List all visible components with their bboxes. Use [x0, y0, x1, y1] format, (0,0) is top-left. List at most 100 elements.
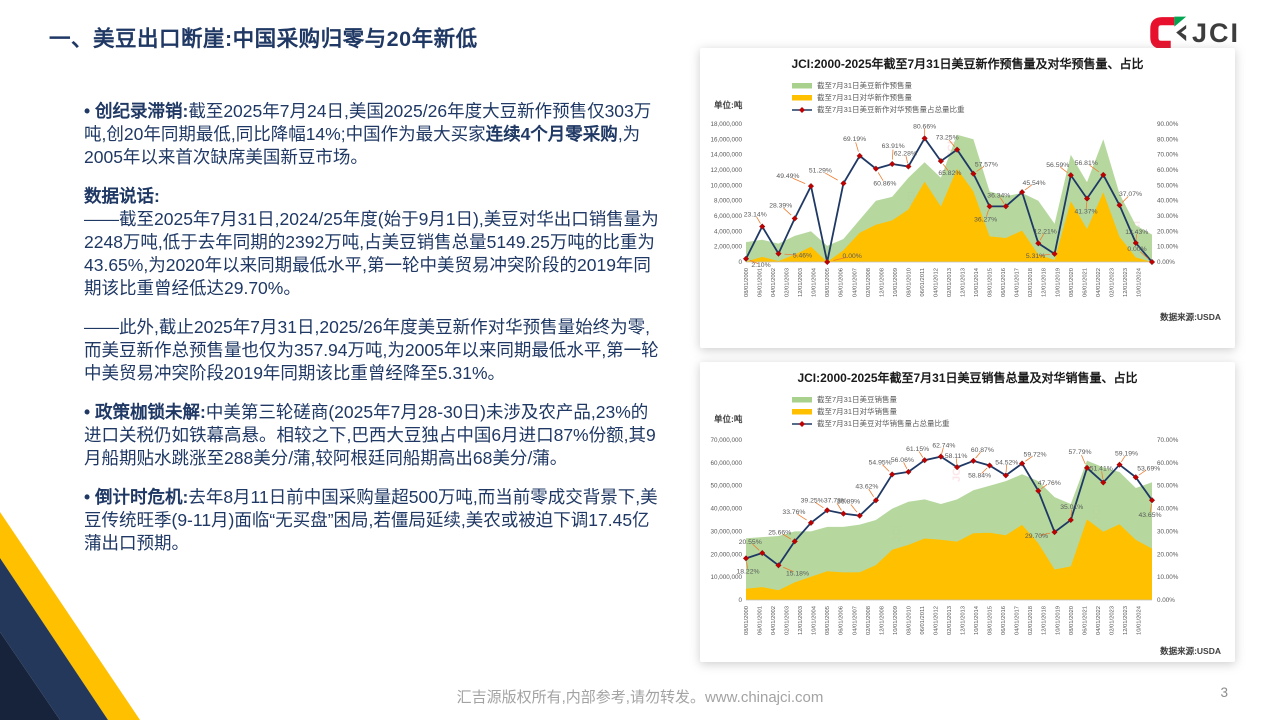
svg-text:58.84%: 58.84% — [968, 473, 991, 480]
svg-text:10/01/2019: 10/01/2019 — [1055, 268, 1061, 297]
svg-text:28.39%: 28.39% — [769, 202, 792, 209]
svg-text:10/01/2014: 10/01/2014 — [974, 267, 980, 297]
svg-text:06/01/2011: 06/01/2011 — [920, 268, 926, 297]
svg-text:90.00%: 90.00% — [1157, 121, 1179, 128]
para-additional: ——此外,截止2025年7月31日,2025/26年度美豆新作对华预售量始终为零… — [84, 317, 659, 383]
svg-text:12/01/2018: 12/01/2018 — [1042, 606, 1048, 635]
svg-text:70,000,000: 70,000,000 — [710, 437, 742, 444]
svg-text:02/01/2013: 02/01/2013 — [947, 268, 953, 297]
logo-text: JCI — [1192, 17, 1241, 48]
svg-text:08/01/2005: 08/01/2005 — [825, 268, 831, 297]
jci-logo-icon — [1150, 16, 1187, 49]
svg-text:04/01/2022: 04/01/2022 — [1096, 606, 1102, 635]
svg-text:59.19%: 59.19% — [1115, 451, 1138, 458]
svg-text:43.62%: 43.62% — [855, 483, 878, 490]
svg-text:12/01/2023: 12/01/2023 — [1123, 606, 1129, 635]
jci-logo: JCI — [1148, 14, 1240, 52]
svg-text:56.06%: 56.06% — [891, 457, 914, 464]
svg-text:06/01/2011: 06/01/2011 — [920, 606, 926, 635]
svg-text:10.00%: 10.00% — [1157, 244, 1179, 251]
svg-text:56.59%: 56.59% — [1046, 162, 1069, 169]
svg-text:58.11%: 58.11% — [945, 453, 968, 460]
svg-text:51.29%: 51.29% — [809, 167, 832, 174]
svg-text:10/01/2009: 10/01/2009 — [893, 606, 899, 635]
svg-text:10/01/2014: 10/01/2014 — [974, 605, 980, 635]
svg-text:12/01/2013: 12/01/2013 — [961, 606, 967, 635]
svg-text:30.00%: 30.00% — [1157, 213, 1179, 220]
svg-text:18,000,000: 18,000,000 — [710, 121, 742, 128]
para-policy-shackles: • 政策枷锁未解:中美第三轮磋商(2025年7月28-30日)未涉及农产品,23… — [84, 402, 656, 468]
svg-text:69.19%: 69.19% — [843, 136, 866, 143]
svg-text:08/01/2000: 08/01/2000 — [744, 268, 750, 297]
svg-text:73.25%: 73.25% — [936, 135, 959, 142]
svg-text:02/01/2023: 02/01/2023 — [1109, 268, 1115, 297]
svg-text:70.00%: 70.00% — [1157, 437, 1179, 444]
svg-text:36.34%: 36.34% — [987, 192, 1010, 199]
svg-text:0: 0 — [738, 259, 742, 266]
svg-text:02/01/2018: 02/01/2018 — [1028, 268, 1034, 297]
svg-text:02/01/2008: 02/01/2008 — [866, 268, 872, 297]
svg-text:43.65%: 43.65% — [1138, 512, 1161, 519]
svg-text:04/01/2012: 04/01/2012 — [933, 606, 939, 635]
svg-text:12/01/2013: 12/01/2013 — [961, 268, 967, 297]
svg-text:0.00%: 0.00% — [1157, 597, 1175, 604]
svg-text:8,000,000: 8,000,000 — [714, 198, 743, 205]
svg-text:20.00%: 20.00% — [1157, 551, 1179, 558]
svg-text:36.27%: 36.27% — [974, 216, 997, 223]
svg-text:80.00%: 80.00% — [1157, 136, 1179, 143]
left-text: • 创纪录滞销:截至2025年7月24日,美国2025/26年度大豆新作预售仅3… — [84, 100, 662, 571]
svg-text:40.00%: 40.00% — [1157, 506, 1179, 513]
svg-text:18.22%: 18.22% — [736, 568, 759, 575]
svg-text:08/01/2005: 08/01/2005 — [825, 606, 831, 635]
svg-text:39.25%: 39.25% — [801, 497, 824, 504]
svg-text:04/01/2007: 04/01/2007 — [852, 268, 858, 297]
svg-text:04/01/2002: 04/01/2002 — [771, 606, 777, 635]
svg-text:02/01/2023: 02/01/2023 — [1109, 606, 1115, 635]
svg-text:单位:吨: 单位:吨 — [714, 100, 743, 110]
svg-text:2,000,000: 2,000,000 — [714, 244, 743, 251]
svg-text:40.00%: 40.00% — [1157, 198, 1179, 205]
svg-text:57.79%: 57.79% — [1069, 449, 1092, 456]
svg-text:截至7月31日美豆新作对华预售量占总量比重: 截至7月31日美豆新作对华预售量占总量比重 — [817, 104, 965, 114]
svg-text:37.07%: 37.07% — [1119, 191, 1142, 198]
svg-text:0: 0 — [738, 597, 742, 604]
svg-text:10/01/2004: 10/01/2004 — [812, 605, 818, 635]
svg-text:30.00%: 30.00% — [1157, 528, 1179, 535]
svg-text:04/01/2017: 04/01/2017 — [1015, 606, 1021, 635]
svg-text:60.00%: 60.00% — [1157, 460, 1179, 467]
svg-text:37.78%: 37.78% — [824, 498, 847, 505]
svg-text:JCI: JCI — [951, 465, 963, 482]
svg-text:29.70%: 29.70% — [1025, 533, 1048, 540]
page-title: 一、美豆出口断崖:中国采购归零与20年新低 — [49, 27, 478, 51]
svg-text:35.01%: 35.01% — [1060, 504, 1083, 511]
chart-card-presales: JCIJCIJCIJCIJCIJCI:2000-2025年截至7月31日美豆新作… — [700, 48, 1235, 348]
svg-text:10/01/2024: 10/01/2024 — [1136, 605, 1142, 635]
svg-text:50,000,000: 50,000,000 — [710, 483, 742, 490]
svg-text:23.14%: 23.14% — [744, 212, 767, 219]
footer-text: 汇吉源版权所有,内部参考,请勿转发。www.chinajci.com — [456, 689, 824, 706]
svg-text:65.82%: 65.82% — [938, 170, 961, 177]
corner-decoration — [0, 512, 140, 720]
svg-text:06/01/2021: 06/01/2021 — [1082, 606, 1088, 635]
svg-text:06/01/2001: 06/01/2001 — [758, 268, 764, 297]
svg-text:04/01/2002: 04/01/2002 — [771, 268, 777, 297]
svg-text:02/01/2003: 02/01/2003 — [785, 606, 791, 635]
svg-text:60.00%: 60.00% — [1157, 167, 1179, 174]
svg-text:49.49%: 49.49% — [776, 173, 799, 180]
svg-text:57.57%: 57.57% — [975, 162, 998, 169]
svg-text:54.52%: 54.52% — [995, 459, 1018, 466]
svg-text:0.00%: 0.00% — [1157, 259, 1175, 266]
svg-text:02/01/2003: 02/01/2003 — [785, 268, 791, 297]
svg-text:56.81%: 56.81% — [1075, 160, 1098, 167]
svg-text:60,000,000: 60,000,000 — [710, 460, 742, 467]
page-number: 3 — [1220, 685, 1228, 700]
svg-text:5.46%: 5.46% — [793, 253, 812, 260]
para-countdown-crisis: • 倒计时危机:去年8月11日前中国采购量超500万吨,而当前零成交背景下,美豆… — [84, 487, 658, 553]
svg-text:10/01/2004: 10/01/2004 — [812, 267, 818, 297]
svg-text:08/01/2010: 08/01/2010 — [906, 268, 912, 297]
svg-text:12.43%: 12.43% — [1125, 229, 1148, 236]
svg-text:12,000,000: 12,000,000 — [710, 167, 742, 174]
svg-text:36.89%: 36.89% — [837, 499, 860, 506]
svg-text:40,000,000: 40,000,000 — [710, 506, 742, 513]
svg-text:10/01/2019: 10/01/2019 — [1055, 606, 1061, 635]
